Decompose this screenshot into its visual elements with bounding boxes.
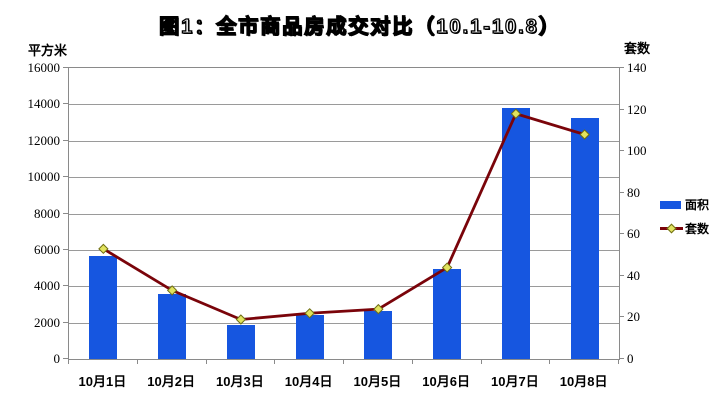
gridline [69,322,619,324]
x-label-10月6日: 10月6日 [422,374,470,389]
x-tick-mark [343,359,344,364]
bar-10月8日 [570,118,599,359]
right-tick-mark [619,67,624,68]
gridline [69,140,619,142]
left-tick-label-4000: 4000 [34,278,60,294]
left-tick-label-2000: 2000 [34,314,60,330]
left-tick-mark [63,248,68,250]
gridline [69,104,619,106]
left-tick-label-6000: 6000 [34,241,60,257]
right-tick-mark [619,233,624,235]
bar-series-swatch-icon [660,200,681,209]
plot-area [68,67,620,360]
x-label-10月2日: 10月2日 [147,374,195,389]
left-tick-label-16000: 16000 [27,60,61,75]
left-tick-label-8000: 8000 [34,205,60,221]
gridline [69,213,619,215]
diamond-marker-icon [666,223,677,234]
legend: 面积 套数 [660,196,718,244]
left-tick-mark [63,321,68,323]
bar-10月6日 [433,268,462,359]
right-axis-unit-label: 套数 [624,41,651,56]
x-tick-mark [411,359,413,364]
chart-title: 图1：全市商品房成交对比（10.1-10.8） [159,15,561,38]
x-tick-mark [618,359,619,364]
right-tick-mark [619,108,624,110]
left-tick-mark [63,176,68,178]
left-tick-mark [63,103,68,105]
right-tick-mark [619,191,624,193]
x-label-10月4日: 10月4日 [284,374,333,389]
legend-label-units: 套数 [685,222,710,236]
bar-10月2日 [158,294,187,359]
right-tick-mark [619,358,624,359]
left-tick-mark [63,212,68,214]
right-tick-label-20: 20 [627,309,640,325]
x-label-10月7日: 10月7日 [491,374,539,389]
right-tick-mark [619,150,624,152]
bar-10月1日 [89,256,118,359]
left-tick-label-12000: 12000 [27,132,61,148]
left-tick-label-14000: 14000 [27,96,61,112]
bar-10月3日 [226,325,255,359]
x-tick-mark [205,359,207,364]
right-tick-mark [619,274,624,276]
gridline [69,177,619,179]
right-tick-label-100: 100 [627,143,647,159]
bar-10月4日 [295,315,324,359]
left-axis-unit-label: 平方米 [28,43,68,58]
x-tick-mark [480,359,482,364]
right-tick-label-40: 40 [627,267,640,283]
marker-10月1日 [98,243,109,255]
right-tick-label-80: 80 [627,184,640,200]
left-tick-mark [63,139,68,141]
bar-10月7日 [501,108,530,359]
left-tick-label-10000: 10000 [27,169,61,185]
x-tick-mark [549,359,551,364]
right-tick-label-120: 120 [627,101,647,117]
line-series-swatch-icon [660,223,683,234]
right-tick-mark [619,316,624,318]
bar-10月5日 [364,310,393,359]
x-label-10月1日: 10月1日 [78,374,127,389]
right-tick-label-60: 60 [627,226,640,242]
gridline [69,286,619,288]
left-tick-mark [63,358,68,359]
x-tick-mark [136,359,138,364]
left-tick-mark [63,285,68,287]
gridline [69,249,619,251]
x-tick-mark [274,359,276,364]
legend-item-area: 面积 [660,196,718,213]
x-label-10月5日: 10月5日 [353,374,402,389]
left-tick-label-0: 0 [53,351,61,366]
legend-label-area: 面积 [685,198,710,212]
right-tick-label-0: 0 [627,351,634,366]
x-label-10月3日: 10月3日 [216,374,264,389]
legend-item-units: 套数 [660,220,718,237]
right-tick-label-140: 140 [627,60,647,75]
x-tick-mark [68,359,69,364]
x-label-10月8日: 10月8日 [559,374,608,389]
left-tick-mark [63,67,68,68]
